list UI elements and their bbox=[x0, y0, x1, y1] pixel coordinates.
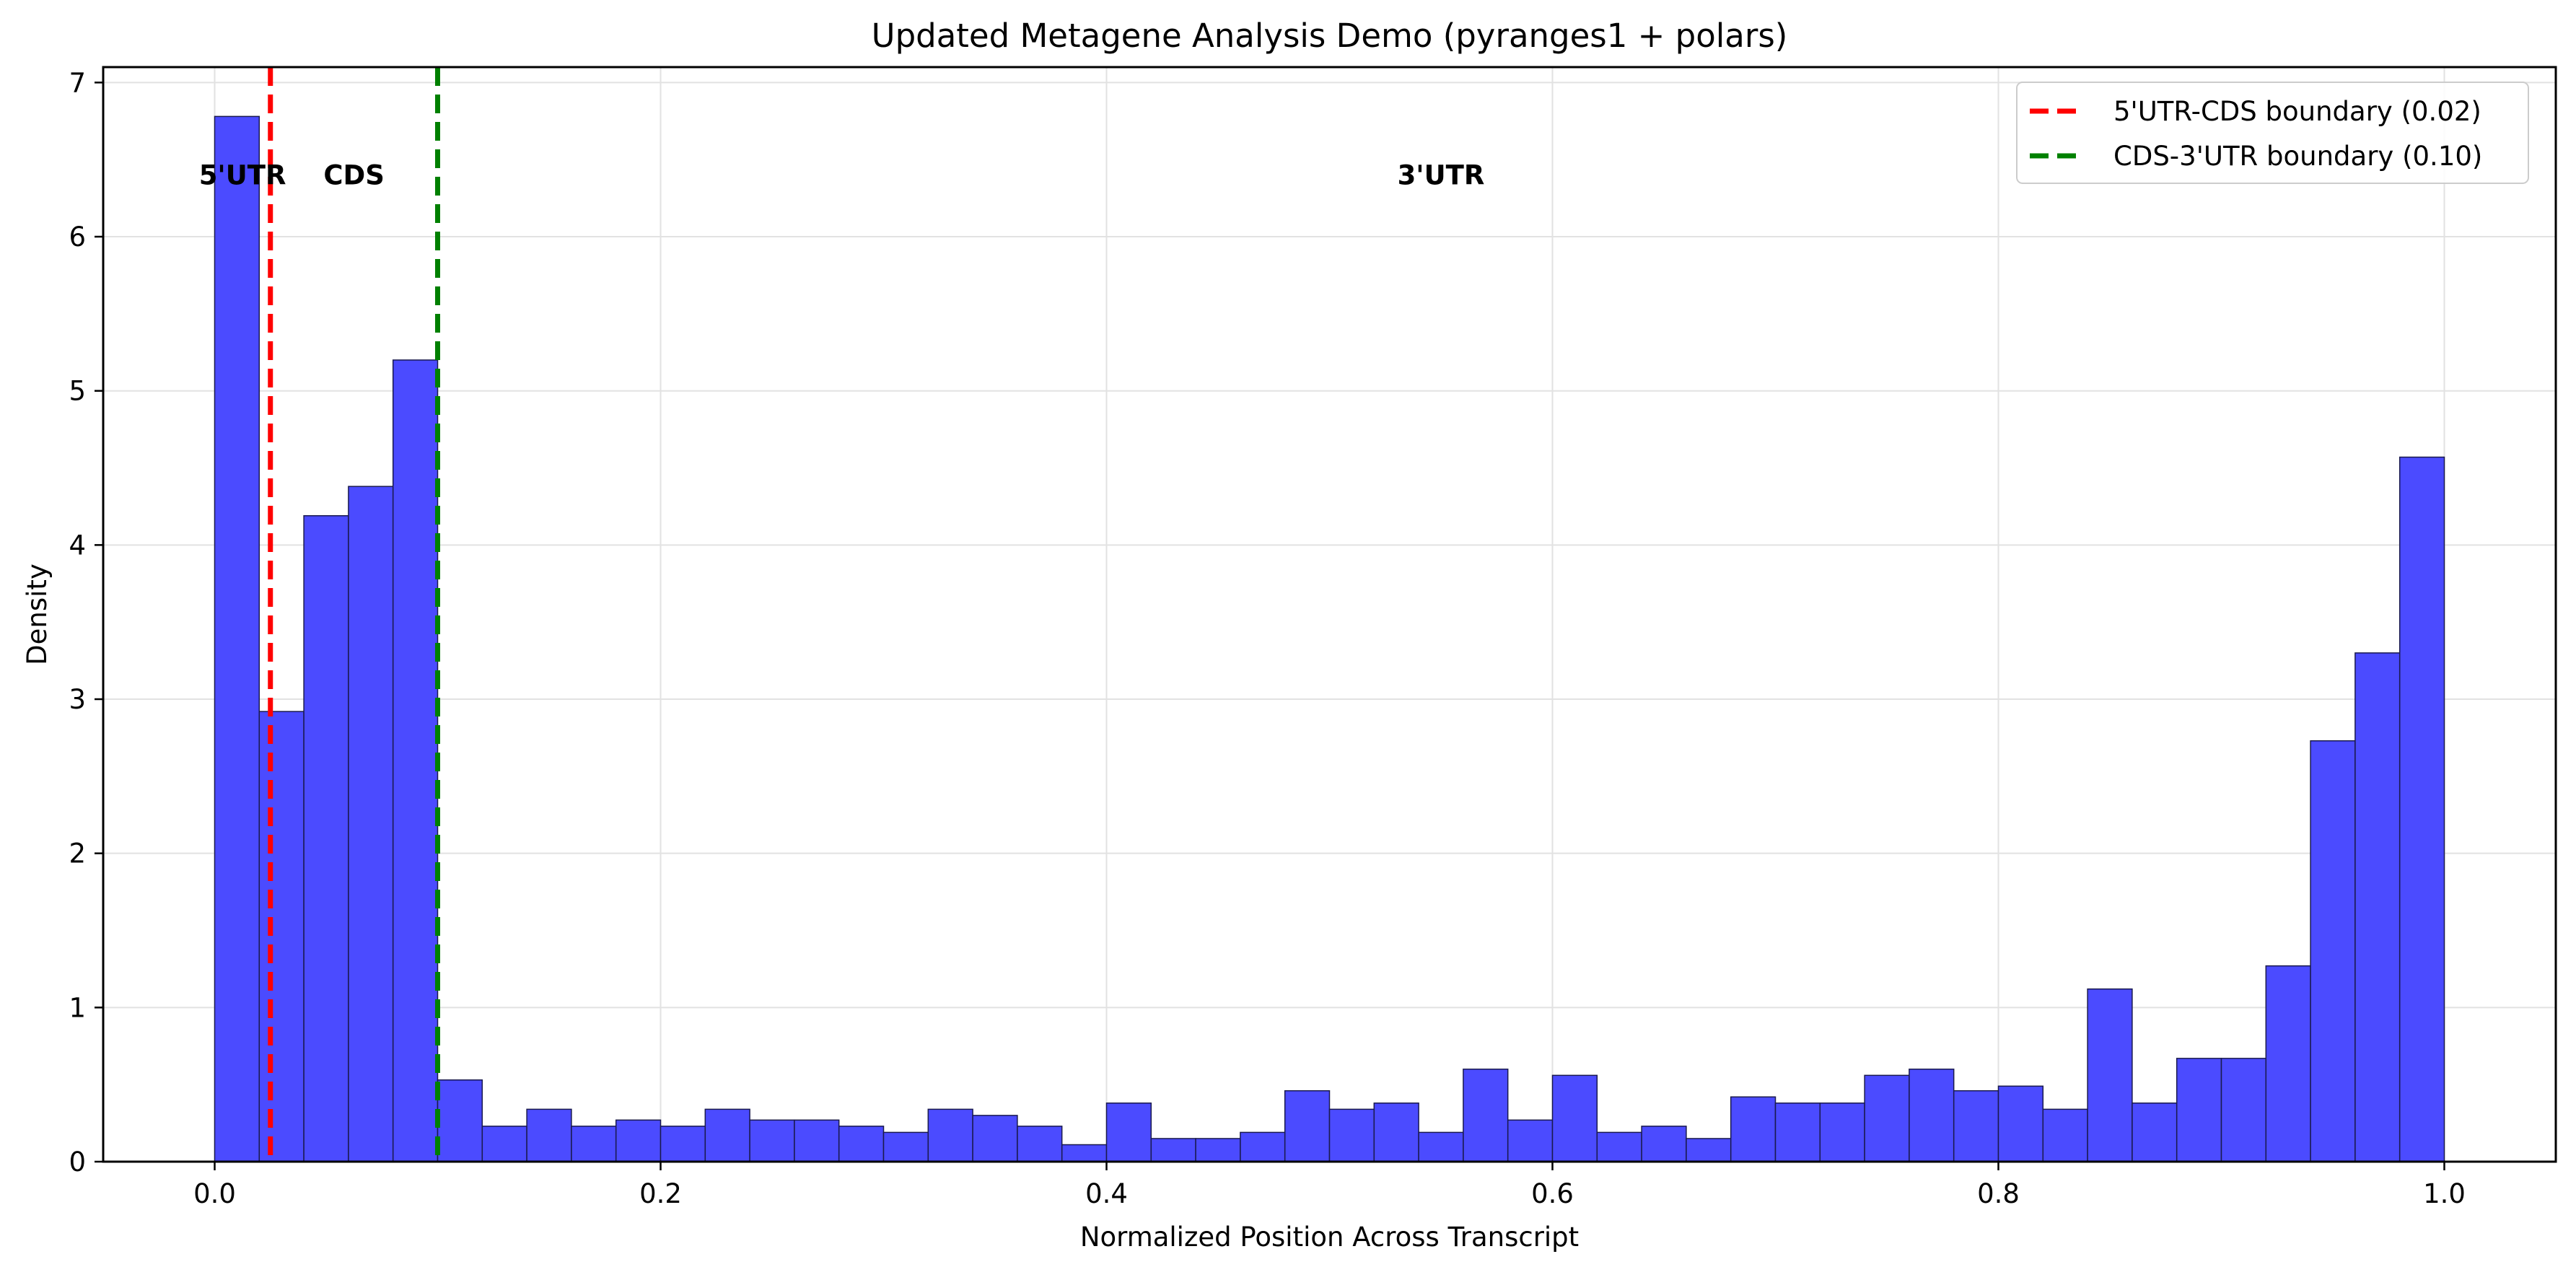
histogram-bar bbox=[437, 1079, 483, 1162]
y-tick-label: 0 bbox=[69, 1147, 86, 1178]
histogram-bar bbox=[2310, 740, 2356, 1162]
histogram-bar bbox=[1418, 1131, 1464, 1162]
histogram-bar bbox=[660, 1126, 706, 1162]
histogram-bar bbox=[1551, 1074, 1598, 1162]
legend: 5'UTR-CDS boundary (0.02) CDS-3'UTR bound… bbox=[2016, 82, 2529, 184]
legend-box bbox=[2016, 82, 2529, 184]
y-tick-label: 5 bbox=[69, 376, 86, 407]
histogram-bar bbox=[2042, 1108, 2088, 1162]
histogram-bar bbox=[838, 1126, 885, 1162]
histogram-bar bbox=[1819, 1103, 1865, 1162]
histogram-bar bbox=[1328, 1108, 1375, 1162]
x-tick-label: 0.0 bbox=[193, 1178, 236, 1209]
histogram-bar bbox=[1953, 1090, 1999, 1162]
histogram-bar bbox=[1507, 1119, 1554, 1162]
boundary-lines bbox=[268, 67, 440, 1162]
region-label: 3'UTR bbox=[1398, 160, 1485, 191]
histogram-bar bbox=[1909, 1069, 1955, 1162]
histogram-bar bbox=[1864, 1074, 1910, 1162]
y-tick-label: 4 bbox=[69, 530, 86, 561]
histogram-bar bbox=[481, 1126, 527, 1162]
histogram-bar bbox=[348, 486, 394, 1162]
region-labels: 5'UTR CDS 3'UTR bbox=[199, 160, 1485, 191]
y-tick-label: 1 bbox=[69, 992, 86, 1023]
chart-title: Updated Metagene Analysis Demo (pyranges… bbox=[872, 17, 1788, 55]
x-tick-label: 0.6 bbox=[1531, 1178, 1574, 1209]
y-tick-label: 7 bbox=[69, 67, 86, 98]
histogram-bar bbox=[214, 115, 260, 1162]
x-tick-label: 0.4 bbox=[1085, 1178, 1128, 1209]
histogram-bar bbox=[1774, 1103, 1821, 1162]
x-tick-label: 0.2 bbox=[639, 1178, 682, 1209]
histogram-bar bbox=[2398, 456, 2445, 1162]
histogram-bar bbox=[1240, 1131, 1286, 1162]
histogram-bar bbox=[1373, 1103, 1419, 1162]
region-label: CDS bbox=[323, 160, 385, 191]
histogram-bar bbox=[1596, 1131, 1642, 1162]
histogram-bar bbox=[1730, 1096, 1777, 1162]
x-tick-label: 1.0 bbox=[2423, 1178, 2466, 1209]
y-tick-label: 6 bbox=[69, 222, 86, 253]
histogram-bar bbox=[2176, 1058, 2222, 1162]
histogram-bar bbox=[704, 1108, 750, 1162]
histogram-bar bbox=[2220, 1058, 2267, 1162]
histogram-bar bbox=[2087, 988, 2133, 1162]
histogram-bar bbox=[927, 1108, 973, 1162]
histogram-bar bbox=[571, 1126, 617, 1162]
histogram-bar bbox=[258, 711, 305, 1162]
y-tick-label: 3 bbox=[69, 684, 86, 715]
histogram-bar bbox=[1641, 1126, 1687, 1162]
histogram-bar bbox=[2132, 1103, 2178, 1162]
histogram-bar bbox=[615, 1119, 662, 1162]
histogram-bar bbox=[1195, 1138, 1241, 1162]
histogram-bar bbox=[526, 1108, 572, 1162]
histogram-bar bbox=[1284, 1090, 1331, 1162]
histogram-bar bbox=[1150, 1138, 1196, 1162]
legend-label: 5'UTR-CDS boundary (0.02) bbox=[2113, 96, 2481, 127]
histogram-bar bbox=[2354, 652, 2401, 1162]
histogram-bar bbox=[1686, 1138, 1732, 1162]
region-label: 5'UTR bbox=[199, 160, 286, 191]
y-axis-label: Density bbox=[22, 564, 53, 665]
y-axis-ticks: 0 1 2 3 4 5 6 7 bbox=[69, 67, 103, 1178]
legend-label: CDS-3'UTR boundary (0.10) bbox=[2113, 141, 2482, 172]
histogram-bar bbox=[1017, 1126, 1063, 1162]
y-tick-label: 2 bbox=[69, 838, 86, 869]
histogram-bar bbox=[392, 359, 439, 1162]
plot-frame bbox=[102, 66, 2557, 1163]
histogram-bar bbox=[303, 515, 349, 1162]
x-axis-label: Normalized Position Across Transcript bbox=[1080, 1222, 1579, 1253]
histogram-bar bbox=[794, 1119, 840, 1162]
histogram-bar bbox=[882, 1131, 929, 1162]
histogram-bar bbox=[1997, 1085, 2044, 1162]
histogram-bar bbox=[1061, 1144, 1108, 1162]
histogram-bar bbox=[1105, 1103, 1152, 1162]
histogram-bar bbox=[2265, 965, 2311, 1162]
histogram-bar bbox=[972, 1115, 1018, 1162]
x-axis-ticks: 0.0 0.2 0.4 0.6 0.8 1.0 bbox=[193, 1162, 2466, 1209]
histogram-bar bbox=[749, 1119, 795, 1162]
histogram-bar bbox=[1463, 1069, 1509, 1162]
x-tick-label: 0.8 bbox=[1977, 1178, 2020, 1209]
histogram-bars bbox=[214, 115, 2445, 1162]
